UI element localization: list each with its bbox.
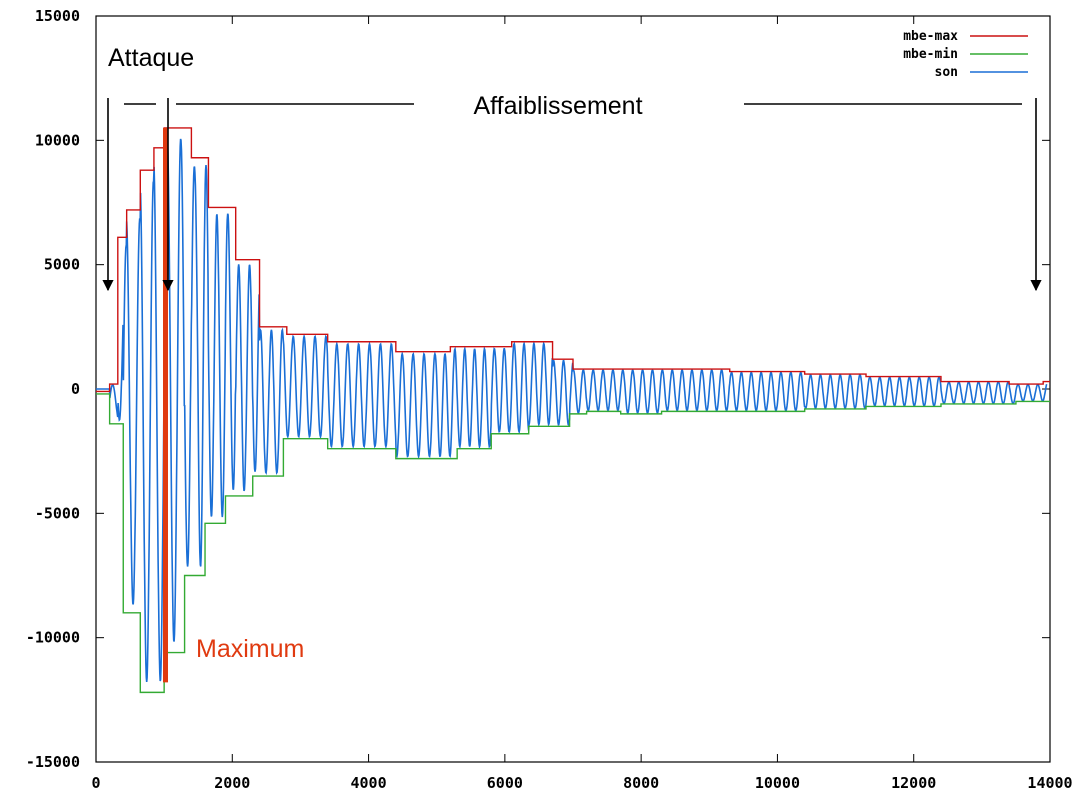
annotations: Attaque Affaiblissement Maximum (102, 44, 1042, 663)
legend-label-son: son (935, 65, 958, 80)
y-tick-label: -10000 (26, 629, 80, 647)
legend-label-mbe-min: mbe-min (903, 47, 958, 62)
x-tick-label: 0 (91, 774, 100, 792)
x-tick-label: 12000 (891, 774, 936, 792)
annotation-attaque: Attaque (108, 44, 194, 72)
x-tick-label: 4000 (351, 774, 387, 792)
series-mbe-max-line (96, 127, 1050, 393)
y-tick-label: -15000 (26, 753, 80, 771)
x-tick-label: 14000 (1027, 774, 1072, 792)
annotation-maximum: Maximum (196, 635, 304, 663)
series-son-line (96, 138, 1048, 682)
axis-ticks: 0 2000 4000 6000 8000 10000 12000 14000 15000 100… (26, 7, 1073, 792)
y-tick-label: 0 (71, 380, 80, 398)
legend: mbe-max mbe-min son (903, 29, 1028, 80)
x-tick-label: 6000 (487, 774, 523, 792)
annotation-affaiblissement: Affaiblissement (473, 92, 642, 120)
x-tick-label: 2000 (214, 774, 250, 792)
y-tick-label: -5000 (35, 504, 80, 522)
y-tick-label: 15000 (35, 7, 80, 25)
y-tick-label: 10000 (35, 131, 80, 149)
y-tick-label: 5000 (44, 256, 80, 274)
x-tick-label: 8000 (623, 774, 659, 792)
legend-label-mbe-max: mbe-max (903, 29, 958, 44)
x-tick-label: 10000 (755, 774, 800, 792)
